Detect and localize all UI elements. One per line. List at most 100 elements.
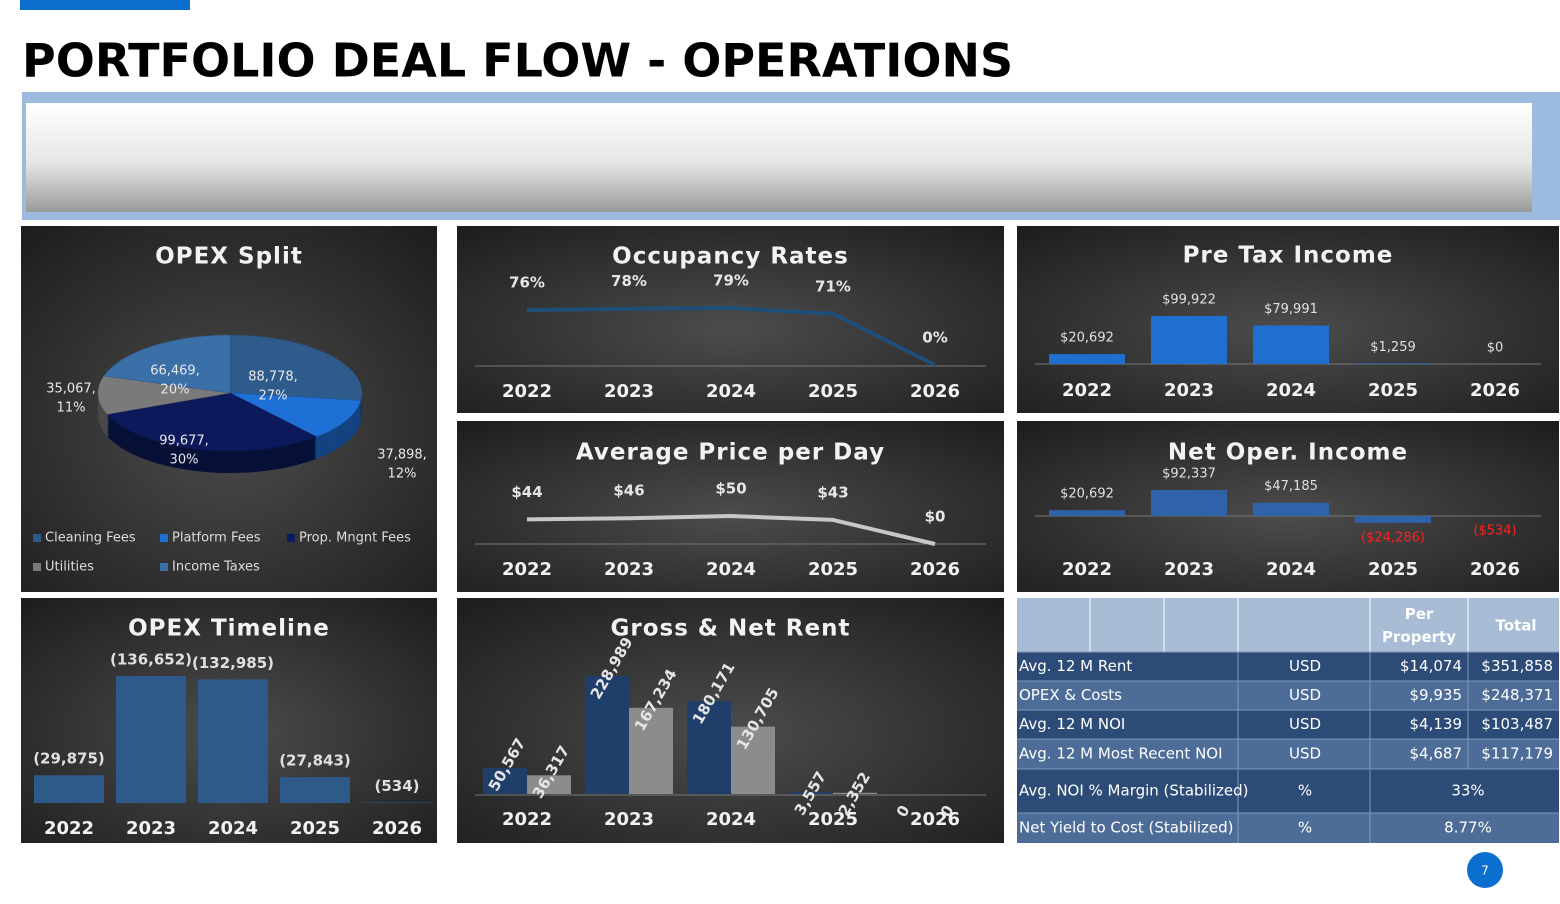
cell: $351,858 bbox=[1481, 657, 1553, 675]
x-tick-label: 2022 bbox=[502, 809, 552, 830]
bar bbox=[585, 676, 629, 794]
bar bbox=[1355, 516, 1431, 523]
x-tick-label: 2025 bbox=[290, 818, 340, 839]
pie-slice bbox=[229, 392, 362, 438]
cell: $4,687 bbox=[1410, 745, 1463, 763]
data-label: 71% bbox=[815, 277, 851, 295]
data-label: 78% bbox=[611, 272, 647, 290]
x-tick-label: 2026 bbox=[910, 559, 960, 580]
accent-bar bbox=[20, 0, 190, 10]
row-label: Avg. 12 M NOI bbox=[1019, 715, 1125, 733]
cell: $9,935 bbox=[1410, 686, 1463, 704]
row-label: Avg. 12 M Most Recent NOI bbox=[1019, 745, 1223, 763]
column-header: Total bbox=[1496, 617, 1537, 635]
x-tick-label: 2026 bbox=[910, 809, 960, 830]
table-row bbox=[1017, 652, 1559, 681]
chart-title: Gross & Net Rent bbox=[610, 616, 850, 642]
chart-title: Average Price per Day bbox=[576, 440, 885, 466]
data-label: $0 bbox=[925, 508, 946, 526]
bar bbox=[789, 792, 833, 794]
x-tick-label: 2025 bbox=[1368, 559, 1418, 580]
legend-label: Prop. Mngnt Fees bbox=[299, 531, 411, 546]
line bbox=[526, 514, 936, 546]
data-label: $20,692 bbox=[1060, 331, 1114, 346]
data-label: 20% bbox=[161, 383, 190, 398]
legend-swatch bbox=[160, 563, 168, 571]
column-header: Per Property bbox=[1382, 605, 1456, 646]
data-label: 27% bbox=[259, 389, 288, 404]
chart-title: Occupancy Rates bbox=[612, 244, 849, 270]
x-tick-label: 2022 bbox=[502, 559, 552, 580]
bar bbox=[198, 679, 268, 803]
x-tick-label: 2022 bbox=[1062, 559, 1112, 580]
data-label: 88,778, bbox=[248, 370, 298, 385]
bar bbox=[731, 726, 775, 794]
panel bbox=[457, 226, 1004, 413]
data-label: 11% bbox=[57, 401, 86, 416]
bar bbox=[1253, 502, 1329, 516]
x-tick-label: 2024 bbox=[208, 818, 258, 839]
data-label: 37,898, bbox=[377, 448, 427, 463]
x-tick-label: 2023 bbox=[604, 809, 654, 830]
x-tick-label: 2023 bbox=[126, 818, 176, 839]
page-badge bbox=[1467, 852, 1503, 888]
cell: $248,371 bbox=[1481, 686, 1553, 704]
chart-title: OPEX Timeline bbox=[128, 616, 330, 642]
data-label: (132,985) bbox=[192, 654, 274, 672]
legend-swatch bbox=[287, 534, 295, 542]
table-row bbox=[1017, 739, 1559, 769]
banner bbox=[26, 103, 1532, 212]
legend-swatch bbox=[33, 563, 41, 571]
bar bbox=[116, 676, 186, 803]
row-unit: USD bbox=[1289, 686, 1321, 704]
data-label: (29,875) bbox=[33, 750, 105, 768]
x-tick-label: 2026 bbox=[910, 381, 960, 402]
row-unit: % bbox=[1298, 819, 1312, 837]
data-label: $43 bbox=[817, 483, 848, 501]
panel bbox=[1017, 226, 1559, 413]
bar bbox=[527, 775, 571, 794]
bar bbox=[1049, 510, 1125, 516]
data-label: ($24,286) bbox=[1361, 530, 1425, 545]
x-tick-label: 2026 bbox=[1470, 559, 1520, 580]
data-label: $79,991 bbox=[1264, 302, 1318, 317]
pie-slice bbox=[106, 392, 318, 452]
pie-slice bbox=[97, 375, 231, 415]
cell: $103,487 bbox=[1481, 715, 1553, 733]
x-tick-label: 2025 bbox=[808, 809, 858, 830]
cell: 8.77% bbox=[1444, 819, 1492, 837]
data-label: 66,469, bbox=[150, 364, 200, 379]
row-label: Avg. NOI % Margin (Stabilized) bbox=[1019, 782, 1249, 800]
data-label: $44 bbox=[511, 483, 542, 501]
x-tick-label: 2026 bbox=[1470, 380, 1520, 401]
x-tick-label: 2023 bbox=[1164, 380, 1214, 401]
data-label: 30% bbox=[170, 453, 199, 468]
row-label: Avg. 12 M Rent bbox=[1019, 657, 1132, 675]
data-label: (136,652) bbox=[110, 651, 192, 669]
x-tick-label: 2026 bbox=[372, 818, 422, 839]
data-label: $92,337 bbox=[1162, 467, 1216, 482]
x-tick-label: 2024 bbox=[1266, 380, 1316, 401]
x-tick-label: 2023 bbox=[1164, 559, 1214, 580]
data-label: $46 bbox=[613, 482, 644, 500]
data-label: 76% bbox=[509, 274, 545, 292]
bar bbox=[1151, 490, 1227, 516]
bar bbox=[1151, 316, 1227, 364]
data-label: (534) bbox=[374, 777, 419, 795]
table-row bbox=[1017, 813, 1559, 843]
summary-table: Per Property Total Avg. 12 M Rent USD $14,074… bbox=[1017, 598, 1559, 843]
cell: $4,139 bbox=[1410, 715, 1463, 733]
table-header bbox=[1017, 598, 1559, 652]
slide-title: PORTFOLIO DEAL FLOW - OPERATIONS bbox=[22, 34, 1013, 88]
data-label: $47,185 bbox=[1264, 479, 1318, 494]
chart-title: OPEX Split bbox=[155, 244, 303, 270]
legend-label: Income Taxes bbox=[172, 560, 260, 575]
data-label: 35,067, bbox=[46, 382, 96, 397]
data-label: 99,677, bbox=[159, 434, 209, 449]
bar bbox=[34, 775, 104, 803]
data-label: 12% bbox=[388, 467, 417, 482]
x-tick-label: 2022 bbox=[502, 381, 552, 402]
page-number: 7 bbox=[1481, 864, 1489, 878]
table-row bbox=[1017, 681, 1559, 710]
